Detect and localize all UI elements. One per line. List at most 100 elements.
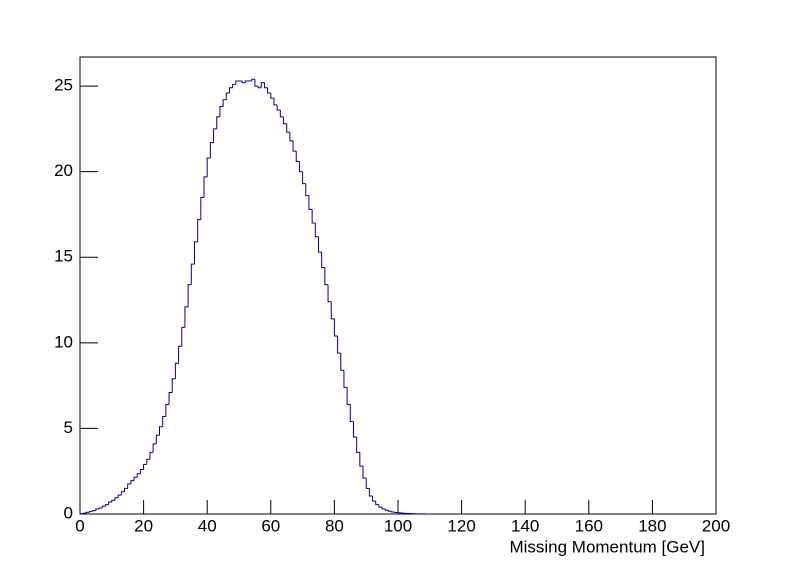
histogram-bin (155, 434, 160, 444)
histogram-bin (136, 473, 141, 478)
histogram-bin (356, 436, 360, 453)
y-tick-label: 10 (54, 332, 73, 351)
x-tick-label: 20 (134, 516, 153, 535)
histogram-bin (349, 404, 354, 423)
histogram-bin (101, 505, 106, 509)
histogram-bin (314, 223, 319, 238)
y-tick-label: 15 (54, 247, 73, 266)
y-tick-label: 5 (64, 418, 73, 437)
histogram-bin (213, 128, 217, 143)
histogram-bin (235, 80, 239, 85)
histogram-bin (197, 219, 201, 242)
histogram-bin (257, 86, 262, 89)
histogram-bin (130, 480, 135, 485)
histogram-bin (251, 78, 255, 81)
histogram-bin (337, 335, 341, 354)
histogram-bin (89, 510, 93, 513)
histogram-bin (352, 421, 357, 438)
histogram-bin (244, 80, 249, 83)
histogram-bin (321, 252, 325, 269)
histogram-bin (104, 504, 109, 507)
histogram-bin (340, 353, 344, 371)
histogram-bin (206, 157, 211, 177)
x-tick-label: 60 (261, 516, 280, 535)
histogram-bin (391, 511, 395, 513)
x-tick-label: 40 (198, 516, 217, 535)
x-tick-label: 200 (702, 516, 730, 535)
histogram-bin (200, 196, 205, 220)
histogram-bin (124, 487, 128, 492)
histogram-bin (365, 478, 370, 489)
plot-frame (79, 56, 717, 515)
histogram-bin (216, 116, 220, 129)
x-tick-label: 160 (575, 516, 603, 535)
histogram-bin (92, 510, 96, 512)
histogram-bin (327, 284, 332, 303)
x-tick-label: 100 (384, 516, 412, 535)
histogram-bin (283, 116, 287, 125)
histogram-bin (273, 98, 278, 106)
histogram-bin (375, 501, 379, 506)
histogram-bin (384, 508, 389, 511)
x-tick-label: 80 (325, 516, 344, 535)
histogram-bin (359, 452, 364, 467)
histogram-bin (108, 501, 112, 505)
histogram-bin (295, 151, 300, 162)
histogram-bin (263, 82, 268, 89)
histogram-bin (171, 378, 176, 393)
histogram-bin (260, 82, 265, 88)
histogram-bin (193, 241, 198, 265)
histogram-bin (174, 362, 179, 379)
histogram-bin (308, 195, 313, 210)
x-tick-label: 180 (638, 516, 666, 535)
histogram-bin (330, 301, 335, 320)
histogram-bin (298, 161, 303, 173)
histogram-bin (82, 512, 87, 514)
histogram-bin (362, 466, 367, 479)
histogram-bin (162, 415, 166, 427)
histogram-bin (372, 496, 376, 502)
histogram-bin (378, 504, 383, 508)
histogram-bin (98, 507, 103, 509)
histogram-bin (209, 142, 214, 158)
histogram-bin (387, 510, 392, 512)
histogram-bin (241, 80, 246, 84)
histogram-bin (95, 508, 100, 511)
histogram-bin (149, 451, 154, 460)
histogram-bin (311, 209, 316, 224)
histogram-bin (254, 79, 259, 87)
histogram-bin (232, 83, 236, 88)
histogram-bin (333, 318, 338, 337)
histogram-bin (305, 183, 309, 197)
histogram-bin (225, 92, 230, 100)
histogram-bin (228, 87, 233, 93)
histogram-bin (219, 106, 224, 117)
histogram-bin (276, 104, 281, 111)
histogram-bin (159, 426, 163, 436)
histogram-bin (165, 403, 170, 417)
histogram-bin (127, 483, 131, 489)
histogram-bin (292, 140, 297, 152)
y-tick-label: 20 (54, 161, 73, 180)
histogram-bin (346, 387, 351, 405)
x-tick-label: 140 (511, 516, 539, 535)
histogram-bin (111, 499, 115, 503)
histogram-bin (133, 476, 138, 481)
histogram-bin (343, 370, 348, 388)
histogram-bin (187, 284, 192, 307)
histogram-bin (181, 326, 185, 347)
histogram-bin (381, 507, 386, 510)
histogram-bin (178, 345, 182, 364)
histogram-bin (286, 123, 290, 133)
histogram-bin (267, 87, 271, 94)
histogram-bin (117, 494, 122, 498)
histogram-bin (302, 171, 306, 185)
x-tick-label: 0 (75, 516, 84, 535)
histogram-bin (203, 176, 208, 198)
y-tick-label: 25 (54, 76, 73, 95)
histogram-bin (394, 511, 398, 513)
histogram-bin (168, 391, 173, 405)
histogram-bin (85, 511, 90, 514)
histogram-bin (114, 497, 119, 501)
histogram-bin (146, 458, 150, 465)
